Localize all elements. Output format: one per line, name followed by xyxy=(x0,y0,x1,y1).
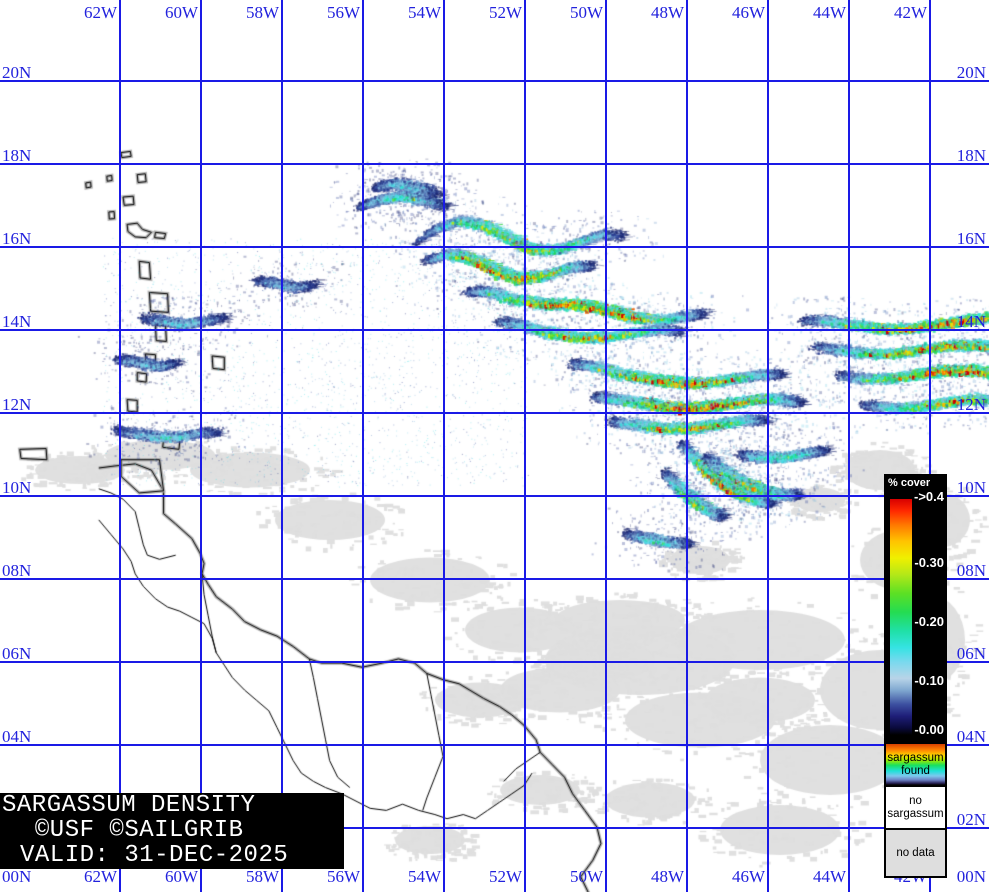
lon-label-bottom-48W: 48W xyxy=(650,867,684,886)
lat-label-left-06N: 06N xyxy=(2,644,32,663)
lat-label-corner-bottom-right: 00N xyxy=(956,867,986,886)
legend-none-line2: sargassum xyxy=(887,807,944,820)
legend-item-no-data[interactable]: no data xyxy=(886,828,945,876)
lon-label-bottom-50W: 50W xyxy=(569,867,603,886)
lon-label-top-50W: 50W xyxy=(569,3,603,22)
lat-label-corner-bottom-left: 00N xyxy=(2,867,32,886)
gridline-lon-54W xyxy=(443,0,445,892)
lat-label-left-04N: 04N xyxy=(2,727,32,746)
colorbar-title: % cover xyxy=(888,477,931,489)
gridline-lon-52W xyxy=(524,0,526,892)
legend-none-line1: no xyxy=(909,794,922,807)
lon-label-bottom-52W: 52W xyxy=(488,867,522,886)
lat-label-right-06N: 06N xyxy=(956,644,986,663)
gridline-lon-44W xyxy=(848,0,850,892)
colorbar-tick-000: -0.00 xyxy=(914,722,944,737)
title-attribution-box: SARGASSUM DENSITY ©USF ©SAILGRIB VALID: … xyxy=(0,793,344,869)
legend-item-sargassum-found[interactable]: sargassum found xyxy=(886,742,945,785)
gridline-lon-60W xyxy=(200,0,202,892)
lat-label-left-14N: 14N xyxy=(2,312,32,331)
lon-label-bottom-44W: 44W xyxy=(812,867,846,886)
colorbar-tick-max: ->0.4 xyxy=(914,489,944,504)
gridline-lat-10N xyxy=(0,495,989,497)
lon-label-bottom-54W: 54W xyxy=(407,867,441,886)
lon-label-bottom-62W: 62W xyxy=(83,867,117,886)
lat-label-right-20N: 20N xyxy=(956,63,986,82)
lon-label-top-60W: 60W xyxy=(164,3,198,22)
lat-label-right-18N: 18N xyxy=(956,146,986,165)
page-title: SARGASSUM DENSITY xyxy=(2,792,256,819)
lat-label-right-04N: 04N xyxy=(956,727,986,746)
colorbar-legend-panel[interactable]: % cover ->0.4 -0.30 -0.20 -0.10 -0.00 sa… xyxy=(884,474,947,878)
colorbar-tick-010: -0.10 xyxy=(914,673,944,688)
colorbar-gradient xyxy=(890,499,912,735)
lat-label-left-20N: 20N xyxy=(2,63,32,82)
colorbar-tick-030: -0.30 xyxy=(914,555,944,570)
gridline-lat-04N xyxy=(0,744,989,746)
lat-label-left-16N: 16N xyxy=(2,229,32,248)
gridline-lon-50W xyxy=(605,0,607,892)
lon-label-bottom-56W: 56W xyxy=(326,867,360,886)
gridline-lon-58W xyxy=(281,0,283,892)
legend-nodata-line1: no data xyxy=(896,846,935,859)
colorbar: % cover ->0.4 -0.30 -0.20 -0.10 -0.00 xyxy=(886,476,945,742)
gridline-lat-12N xyxy=(0,412,989,414)
gridline-lat-02N xyxy=(0,827,989,829)
gridline-lat-16N xyxy=(0,246,989,248)
gridline-lat-18N xyxy=(0,163,989,165)
valid-date-line: VALID: 31-DEC-2025 xyxy=(20,842,289,869)
legend-item-no-sargassum[interactable]: no sargassum xyxy=(886,785,945,828)
gridline-lon-48W xyxy=(686,0,688,892)
lon-label-top-42W: 42W xyxy=(893,3,927,22)
lon-label-bottom-46W: 46W xyxy=(731,867,765,886)
lon-label-top-52W: 52W xyxy=(488,3,522,22)
gridline-lat-08N xyxy=(0,578,989,580)
lon-label-top-48W: 48W xyxy=(650,3,684,22)
lon-label-top-44W: 44W xyxy=(812,3,846,22)
gridline-lon-62W xyxy=(119,0,121,892)
lon-label-top-46W: 46W xyxy=(731,3,765,22)
colorbar-tick-020: -0.20 xyxy=(914,614,944,629)
gridline-lat-14N xyxy=(0,329,989,331)
lon-label-top-54W: 54W xyxy=(407,3,441,22)
lon-label-bottom-58W: 58W xyxy=(245,867,279,886)
lon-label-bottom-60W: 60W xyxy=(164,867,198,886)
gridline-lon-46W xyxy=(767,0,769,892)
lat-label-right-02N: 02N xyxy=(956,810,986,829)
legend-found-line2: found xyxy=(901,764,930,777)
legend-found-line1: sargassum xyxy=(887,751,944,764)
lon-label-top-62W: 62W xyxy=(83,3,117,22)
lon-label-top-58W: 58W xyxy=(245,3,279,22)
attribution-line: ©USF ©SAILGRIB xyxy=(20,817,244,844)
lat-label-left-10N: 10N xyxy=(2,478,32,497)
gridline-lon-56W xyxy=(362,0,364,892)
lat-label-left-18N: 18N xyxy=(2,146,32,165)
lon-label-top-56W: 56W xyxy=(326,3,360,22)
lat-label-right-16N: 16N xyxy=(956,229,986,248)
lat-label-left-12N: 12N xyxy=(2,395,32,414)
lat-label-right-12N: 12N xyxy=(956,395,986,414)
lat-label-right-14N: 14N xyxy=(956,312,986,331)
lat-label-right-10N: 10N xyxy=(956,478,986,497)
lat-label-left-08N: 08N xyxy=(2,561,32,580)
gridline-lat-20N xyxy=(0,80,989,82)
gridline-lat-06N xyxy=(0,661,989,663)
gridline-lon-42W xyxy=(929,0,931,892)
lat-label-right-08N: 08N xyxy=(956,561,986,580)
